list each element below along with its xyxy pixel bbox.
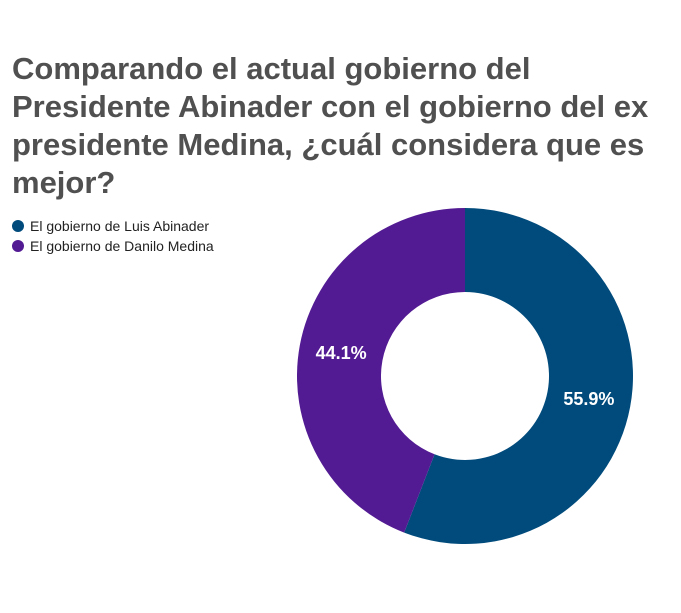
legend-label-medina: El gobierno de Danilo Medina: [30, 238, 214, 254]
legend-swatch-medina: [12, 240, 24, 252]
legend-swatch-abinader: [12, 220, 24, 232]
legend: El gobierno de Luis Abinader El gobierno…: [12, 216, 214, 256]
legend-item-medina: El gobierno de Danilo Medina: [12, 236, 214, 256]
slice-medina: [296, 208, 465, 533]
slice-abinader: [404, 208, 633, 544]
slice-label-medina: 44.1%: [316, 343, 367, 363]
legend-label-abinader: El gobierno de Luis Abinader: [30, 218, 210, 234]
slice-label-abinader: 55.9%: [563, 389, 614, 409]
legend-item-abinader: El gobierno de Luis Abinader: [12, 216, 214, 236]
chart-title: Comparando el actual gobierno del Presid…: [12, 51, 649, 200]
